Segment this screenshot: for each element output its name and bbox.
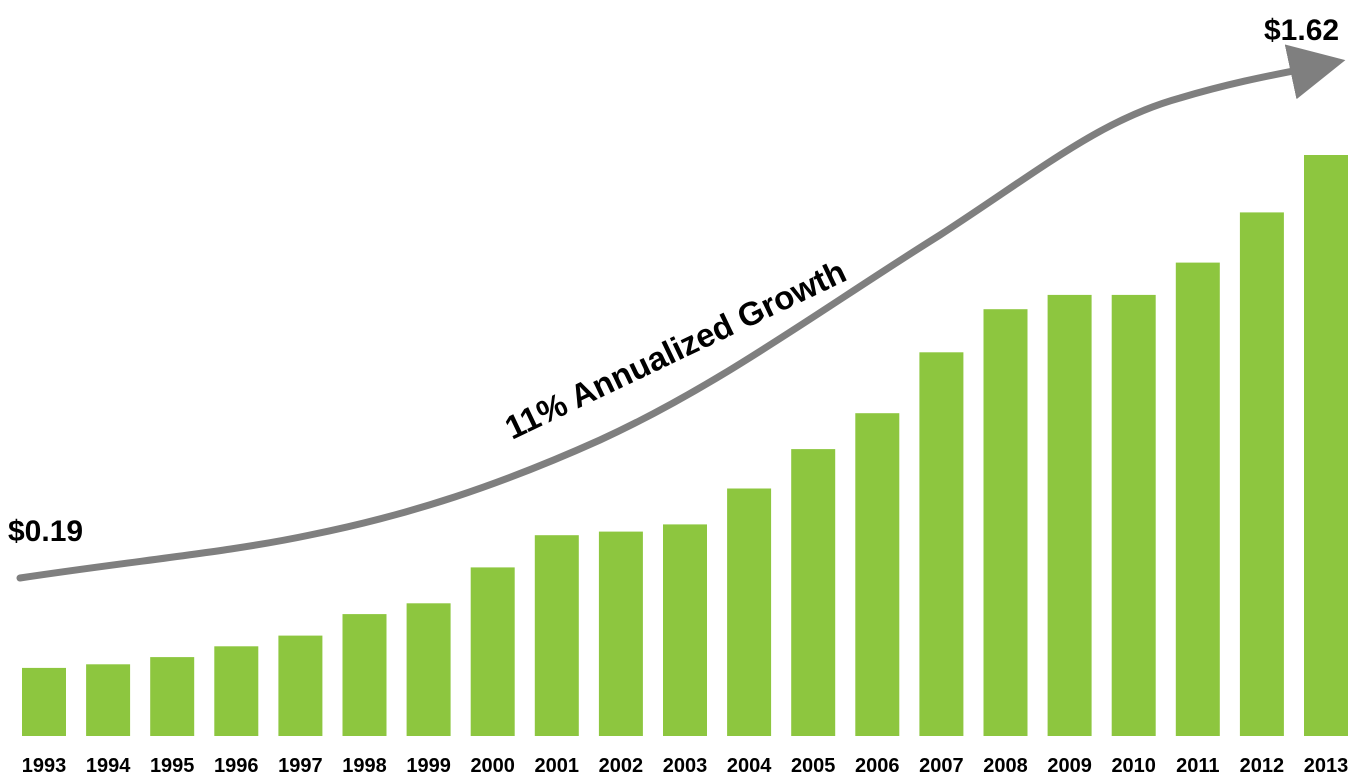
bar-1998 <box>342 614 387 736</box>
start-value-label: $0.19 <box>8 515 83 548</box>
x-tick-label-1994: 1994 <box>86 755 131 777</box>
x-tick-label-1998: 1998 <box>342 755 387 777</box>
x-tick-label-2013: 2013 <box>1304 755 1349 777</box>
x-tick-label-2011: 2011 <box>1176 755 1219 777</box>
bar-2011 <box>1175 262 1220 736</box>
x-tick-label-2003: 2003 <box>663 755 708 777</box>
x-tick-label-2002: 2002 <box>599 755 644 777</box>
bar-2002 <box>598 531 643 736</box>
x-tick-label-1993: 1993 <box>22 755 67 777</box>
x-tick-label-2000: 2000 <box>470 755 515 777</box>
bar-1994 <box>86 664 131 736</box>
x-tick-label-1999: 1999 <box>406 755 451 777</box>
x-tick-label-2007: 2007 <box>919 755 964 777</box>
bar-2008 <box>983 309 1028 736</box>
x-tick-label-2008: 2008 <box>983 755 1028 777</box>
bar-2007 <box>919 352 964 736</box>
bar-1999 <box>406 603 451 736</box>
x-tick-label-2010: 2010 <box>1111 755 1156 777</box>
bar-2003 <box>663 524 707 736</box>
trend-arrow <box>16 44 1346 582</box>
bars-layer <box>22 155 1348 736</box>
bar-1996 <box>214 646 259 736</box>
bar-1997 <box>278 635 323 736</box>
bar-2009 <box>1047 294 1092 736</box>
x-axis-tick-labels: 1993 1994 1995 1996 1997 1998 1999 2000 2001 2002… <box>22 755 1349 777</box>
bar-2010 <box>1111 294 1156 736</box>
bar-2013 <box>1304 155 1348 736</box>
x-tick-label-1996: 1996 <box>214 755 259 777</box>
bar-2000 <box>470 567 515 736</box>
bar-2004 <box>727 488 772 736</box>
end-value-label: $1.62 <box>1264 14 1339 47</box>
x-tick-label-1995: 1995 <box>150 755 195 777</box>
bar-1993 <box>22 667 66 736</box>
x-tick-label-2001: 2001 <box>535 755 580 777</box>
x-tick-label-2012: 2012 <box>1240 755 1285 777</box>
x-tick-label-2005: 2005 <box>791 755 836 777</box>
x-tick-label-2006: 2006 <box>855 755 900 777</box>
bar-1995 <box>150 657 195 736</box>
x-tick-label-2004: 2004 <box>727 755 772 777</box>
bar-2005 <box>791 449 836 736</box>
bar-2006 <box>855 413 900 736</box>
x-tick-label-2009: 2009 <box>1047 755 1092 777</box>
bar-2001 <box>534 535 579 736</box>
x-tick-label-1997: 1997 <box>278 755 323 777</box>
bar-2012 <box>1239 212 1284 736</box>
growth-annotation: 11% Annualized Growth <box>499 252 851 446</box>
